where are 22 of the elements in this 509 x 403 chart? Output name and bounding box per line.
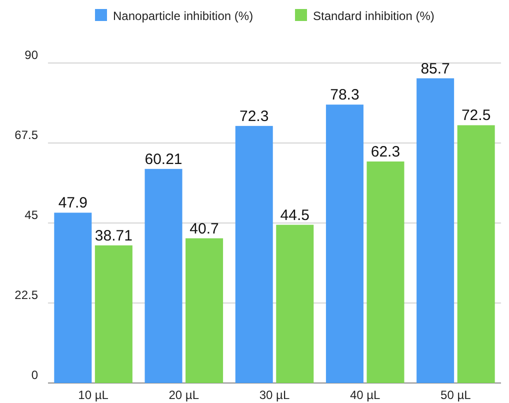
data-label: 72.3 [240,108,269,125]
y-tick-label: 22.5 [14,288,38,302]
x-tick-label: 30 µL [259,388,290,402]
legend-label: Nanoparticle inhibition (%) [113,9,254,23]
y-tick-label: 90 [24,48,38,62]
legend-label: Standard inhibition (%) [313,9,434,23]
data-label: 62.3 [370,143,400,160]
data-label: 44.5 [280,206,310,224]
data-label: 40.7 [190,220,219,238]
x-tick-label: 10 µL [78,388,109,402]
x-tick-label: 40 µL [350,388,381,402]
data-label: 78.3 [330,86,360,104]
y-tick-label: 67.5 [14,128,38,142]
data-label: 60.21 [144,150,182,168]
x-tick-label: 20 µL [168,388,200,402]
y-tick-label: 45 [24,208,38,222]
data-label: 38.71 [94,227,132,244]
x-tick-label: 50 µL [440,388,472,402]
data-label: 72.5 [461,107,491,124]
data-label: 85.7 [420,60,450,78]
data-label: 47.9 [58,194,88,212]
y-tick-label: 0 [31,368,38,382]
